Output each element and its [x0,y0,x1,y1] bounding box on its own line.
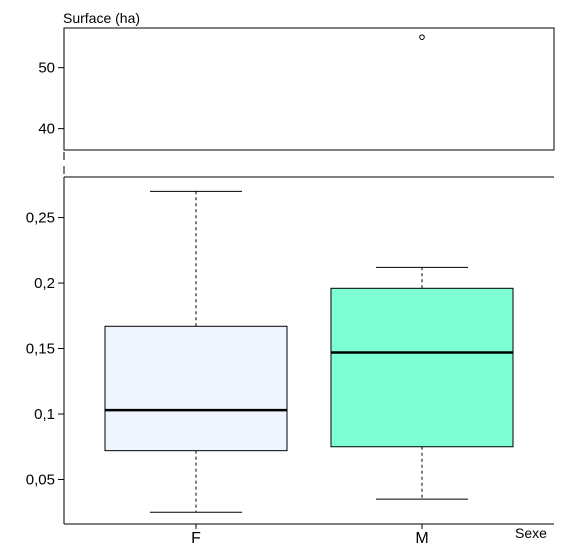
y-tick-label: 0,2 [34,275,55,292]
outlier-point [419,34,425,40]
box-F [104,325,288,452]
x-category-label: F [191,530,201,544]
y-tick-label: 50 [38,60,55,77]
y-tick-label: 0,25 [26,210,55,227]
y-tick-label: 40 [38,121,55,138]
x-axis-title: Sexe [515,525,547,541]
y-tick-label: 0,15 [26,341,55,358]
upper-panel-frame [63,27,555,151]
y-tick-label: 0,1 [34,406,55,423]
y-tick-label: 0,05 [26,471,55,488]
box-M [330,287,514,448]
y-axis-title: Surface (ha) [63,10,140,26]
x-category-label: M [415,530,428,544]
